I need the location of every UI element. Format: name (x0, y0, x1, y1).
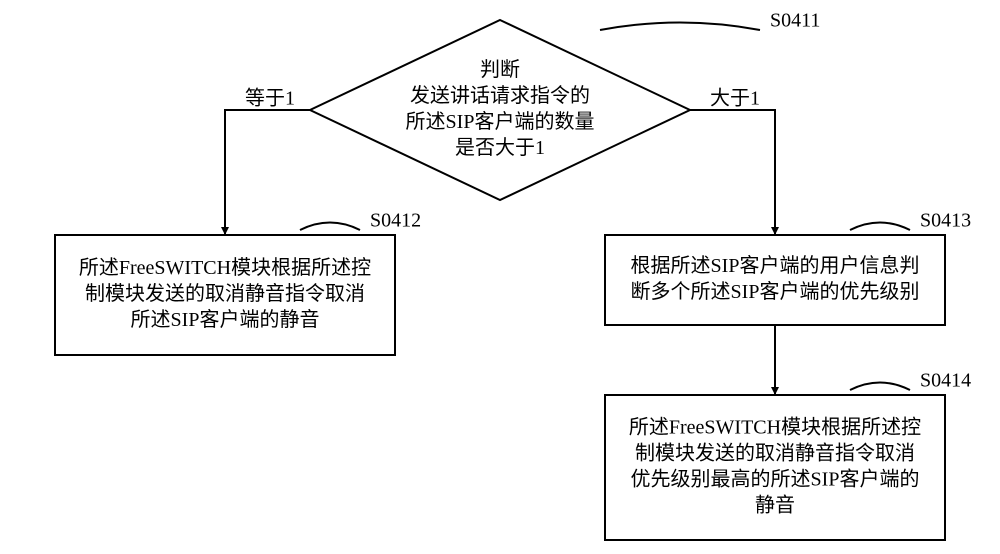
edge-left (225, 110, 310, 235)
decision-leader (600, 23, 760, 31)
edge-right-label: 大于1 (710, 87, 760, 110)
right2-leader (850, 383, 910, 391)
decision-step-label: S0411 (770, 10, 820, 32)
right1-step-label: S0413 (920, 210, 971, 232)
edge-right (690, 110, 775, 235)
edge-left-label: 等于1 (245, 87, 295, 110)
left-step-label: S0412 (370, 210, 421, 232)
left-leader (300, 223, 360, 231)
right1-leader (850, 223, 910, 231)
right2-step-label: S0414 (920, 370, 971, 392)
